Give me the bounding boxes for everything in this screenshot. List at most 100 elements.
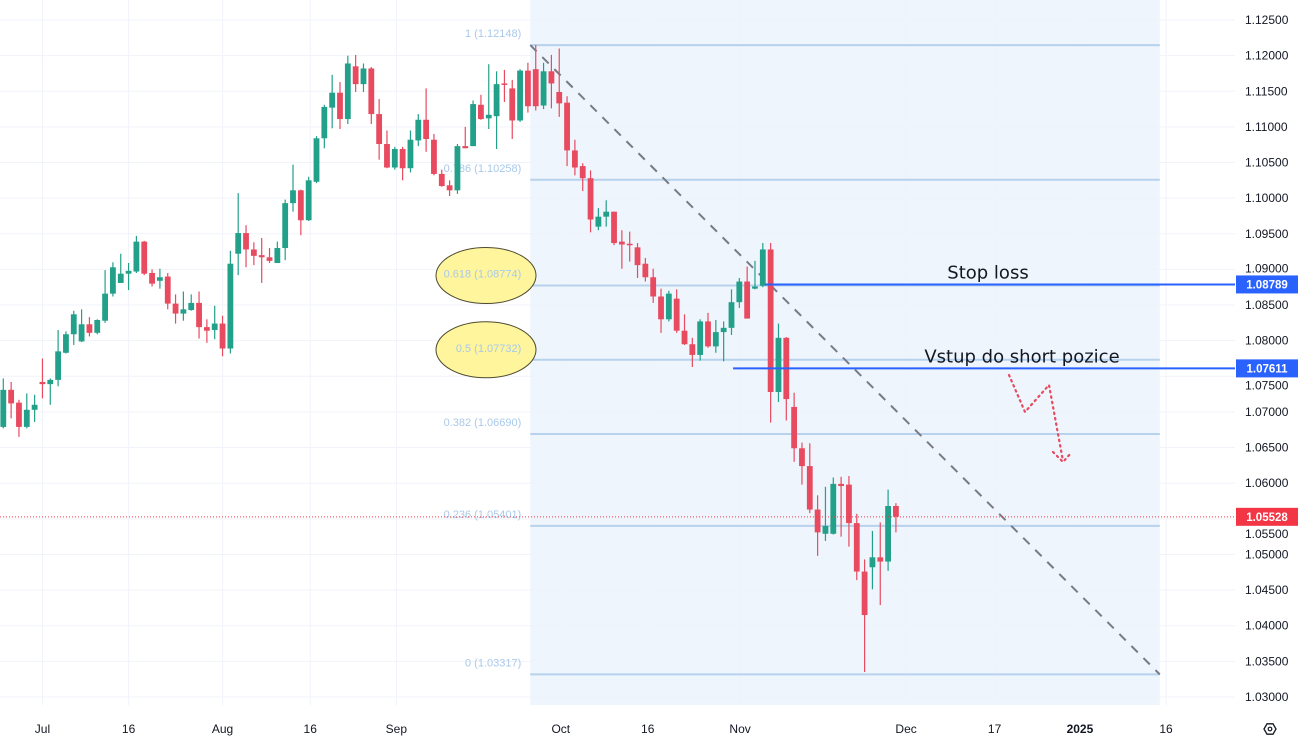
candle-up [720,327,727,333]
candle-down [791,406,798,449]
candle-up [31,404,38,410]
candle-down [525,70,531,107]
current-price-tag [1236,507,1298,526]
candle-down [297,190,304,221]
price-tick-label: 1.04500 [1245,583,1289,597]
candle-up [55,351,62,380]
candle-up [110,267,116,294]
time-tick-label: 16 [641,722,655,736]
candle-down [744,281,751,319]
candle-down [431,139,437,174]
price-tick-label: 1.09500 [1245,227,1289,241]
candle-up [188,302,195,311]
stop-loss-label: Stop loss [947,262,1028,283]
candle-up [540,71,547,106]
candle-up [470,104,476,147]
price-tick-label: 1.05500 [1245,527,1289,541]
candle-up [485,114,492,119]
projection-path [1007,373,1065,463]
time-tick-label: Oct [551,722,570,736]
entry-label: Vstup do short pozice [924,346,1119,367]
price-tick-label: 1.12500 [1245,13,1289,27]
price-axis[interactable]: 1.03000 1.03500 1.04000 1.04500 1.05000 1.055… [1245,13,1289,704]
candle-down [861,571,868,616]
candle-up [133,241,140,272]
horizontal-levels[interactable]: Stop loss Vstup do short pozice [0,262,1235,518]
candle-up [759,249,766,286]
time-tick-label: Nov [729,722,750,736]
candle-up [493,84,500,117]
fib-level-label: 0.618 (1.08774) [444,269,522,281]
entry-price-tag [1236,359,1298,378]
time-tick-label: 16 [122,722,136,736]
candle-up [274,248,281,263]
candle-down [8,389,15,404]
candle-down [814,509,821,533]
fib-level-label: 0.5 (1.07732) [456,343,521,355]
candle-down [16,402,22,427]
fib-level-label: 0.786 (1.10258) [444,163,522,175]
candle-up [290,190,296,204]
stop-loss-price-tag [1236,275,1298,294]
price-tick-label: 1.12000 [1245,49,1289,63]
settings-button[interactable] [1263,723,1277,735]
trend-line[interactable] [529,44,1161,676]
fibonacci-levels[interactable] [530,44,1160,676]
gear-center [1267,726,1273,732]
candle-up [830,483,837,534]
price-tick-label: 1.07000 [1245,405,1289,419]
candle-up [517,70,523,121]
candle-up [313,138,320,182]
candle-down [423,119,430,140]
price-tick-label: 1.10500 [1245,156,1289,170]
candle-up [697,321,704,355]
candle-down [548,71,555,84]
candle-up [321,106,328,139]
candle-down [446,185,453,191]
price-tick-label: 1.07500 [1245,378,1289,392]
time-tick-label: Dec [895,722,916,736]
candle-up [0,389,7,427]
dashed-trend-line[interactable] [529,44,1161,676]
candle-up [227,263,234,349]
candle-down [219,323,226,349]
candle-up [454,146,461,191]
price-tick-label: 1.09000 [1245,261,1289,275]
candle-up [117,273,124,283]
projection-arrow[interactable] [1007,373,1073,464]
candle-down [164,276,171,304]
price-tick-label: 1.10000 [1245,191,1289,205]
candle-down [681,330,688,345]
time-axis[interactable]: Jul 16 Aug 16 Sep Oct 16 Nov Dec 17 2025 16 [35,722,1173,736]
candle-down [673,298,680,331]
fib-level-label: 0 (1.03317) [465,657,521,669]
candle-down [258,255,265,258]
candle-down [384,143,390,168]
price-tick-label: 1.06500 [1245,441,1289,455]
candle-up [305,180,312,221]
stop-loss-price-value: 1.08789 [1246,279,1288,291]
candle-up [752,286,758,289]
time-tick-label: 2025 [1067,722,1094,736]
candle-up [775,337,782,392]
candle-up [728,302,735,328]
candle-down [618,241,625,245]
candle-down [853,523,860,572]
candle-down [634,247,641,266]
candle-down [149,272,155,284]
candle-down [587,178,594,220]
candle-down [642,263,649,278]
time-tick-label: 16 [1159,722,1173,736]
candle-up [329,92,336,108]
candle-up [415,119,422,141]
candle-up [78,324,85,342]
candle-up [180,309,187,314]
price-tick-label: 1.06000 [1245,476,1289,490]
fibonacci-zone [530,0,1160,705]
candle-up [70,314,77,335]
arrowhead-icon [1051,450,1073,464]
candle-down [893,505,899,517]
candle-down [571,150,578,168]
candle-up [94,320,101,333]
